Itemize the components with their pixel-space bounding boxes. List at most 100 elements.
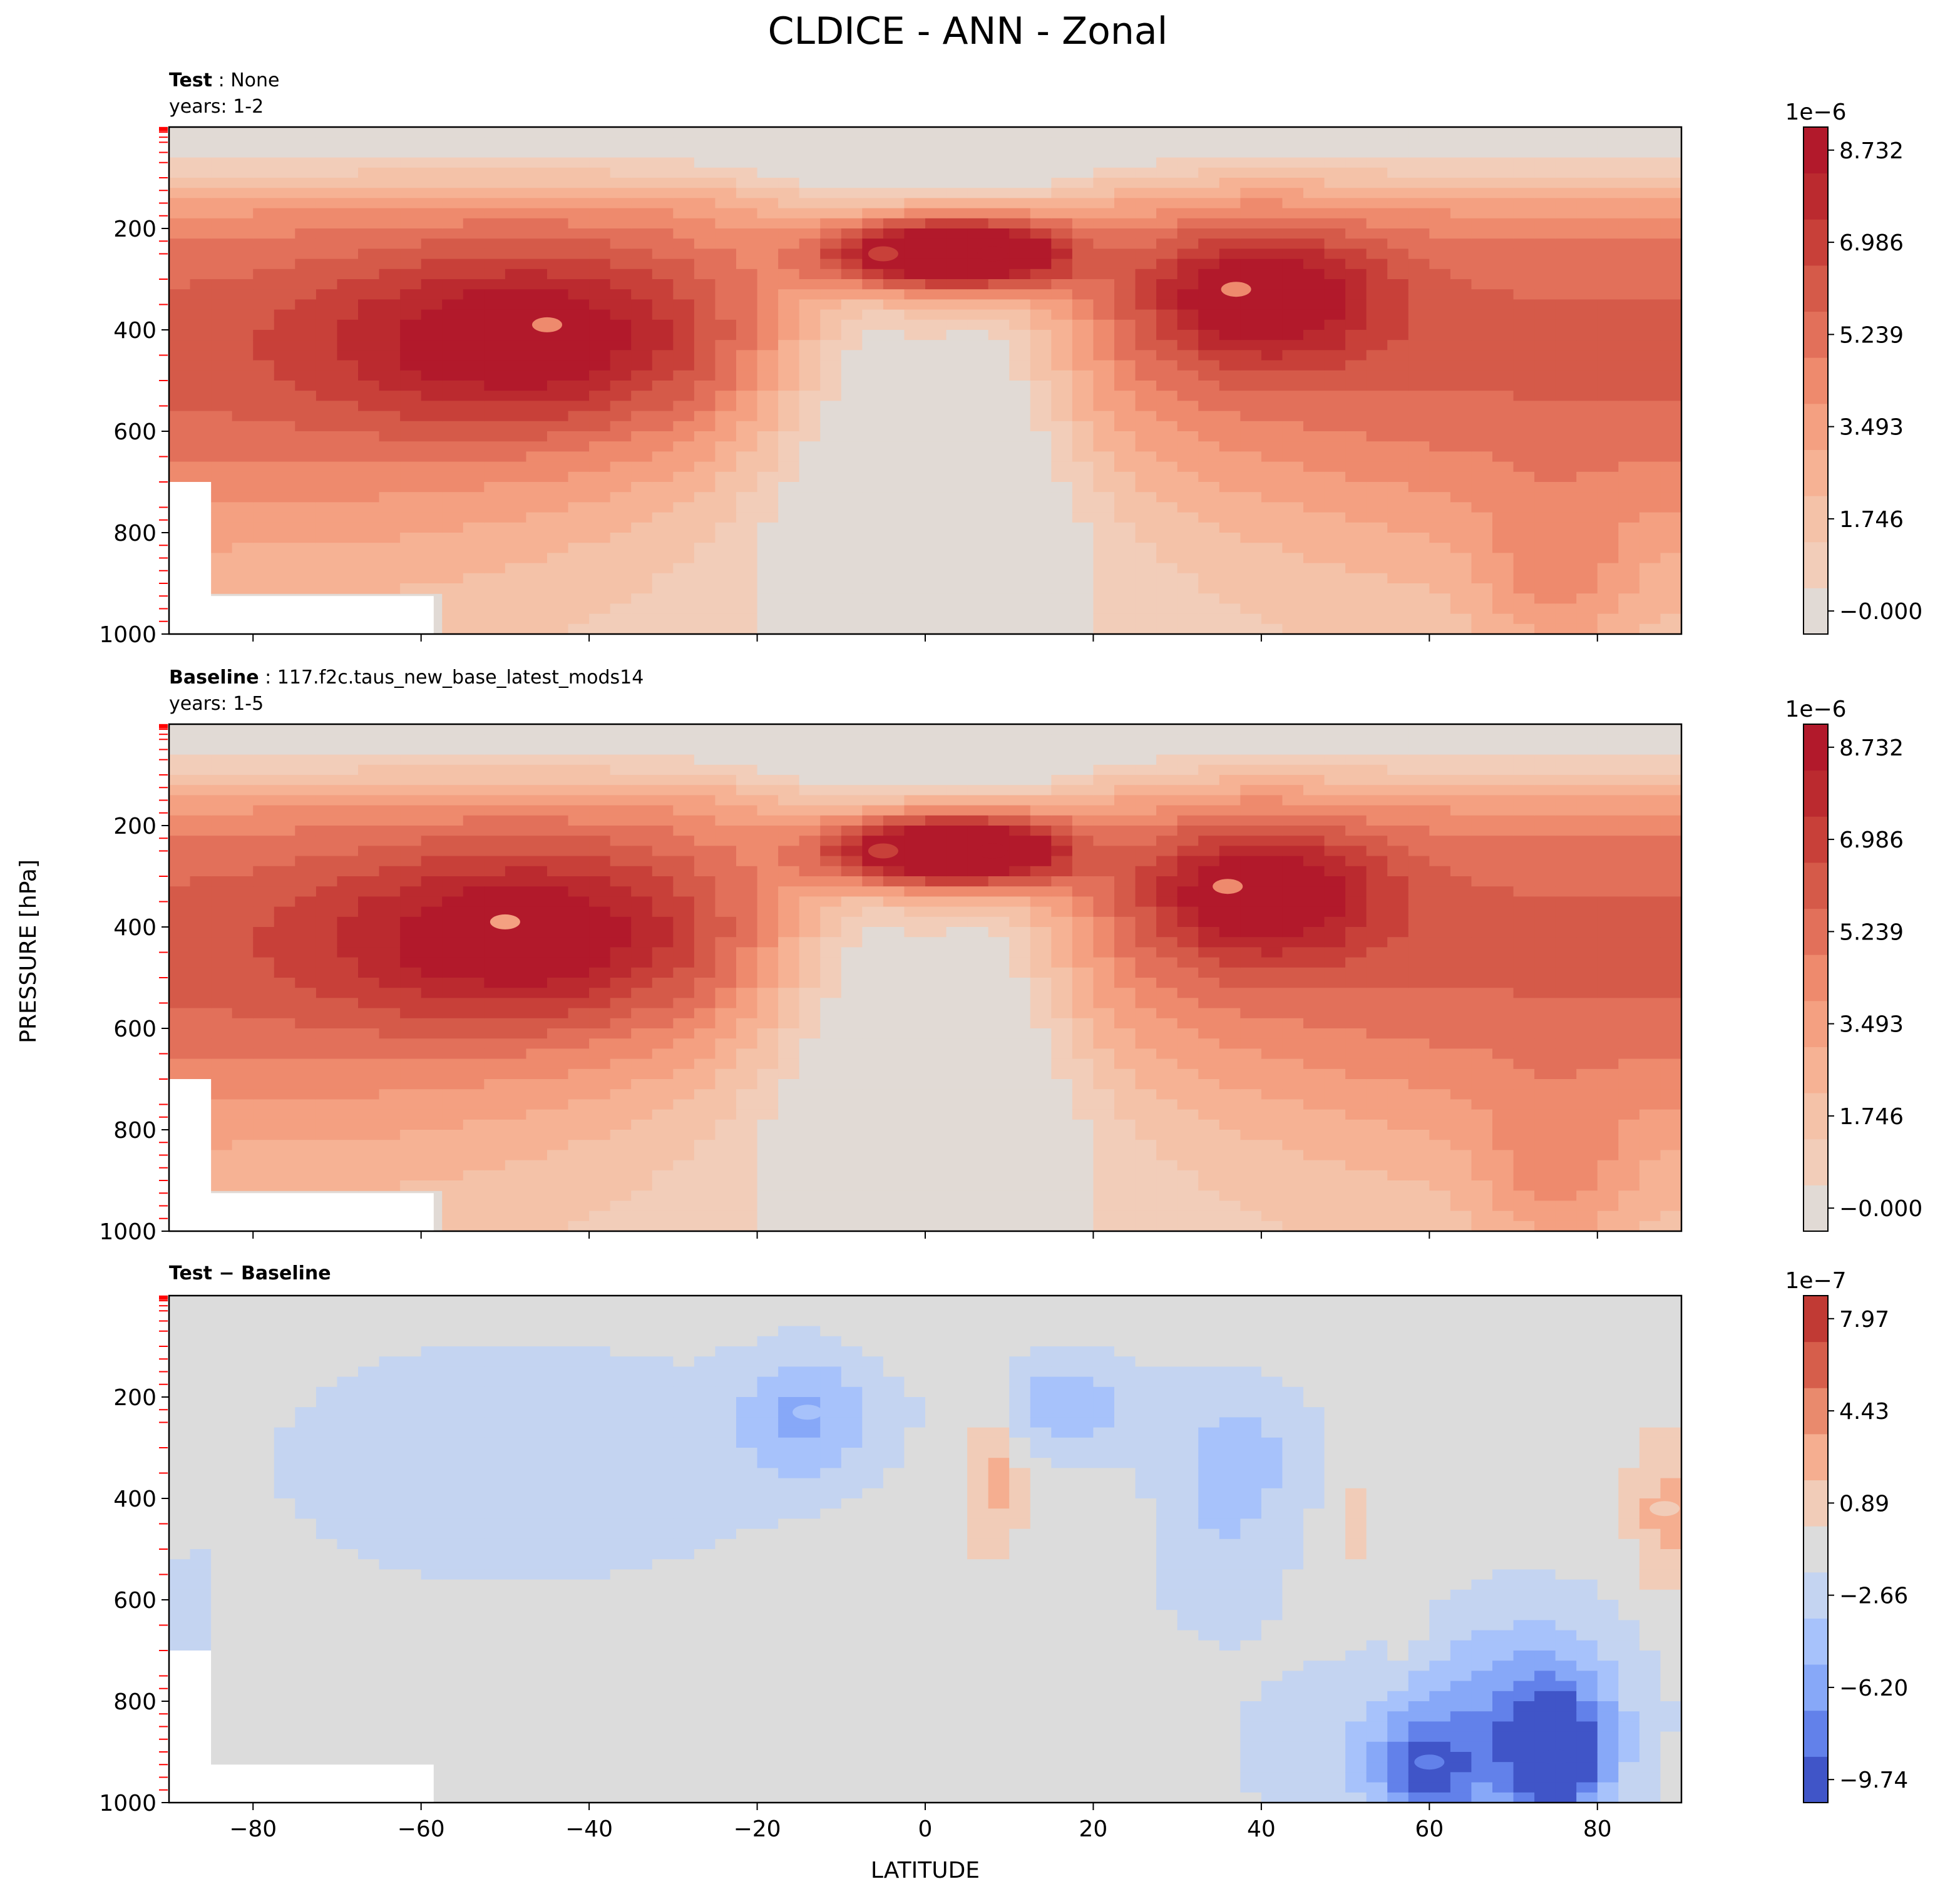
contour-cell [568,937,590,948]
contour-cell [1093,613,1115,625]
contour-cell [526,492,548,503]
contour-cell [757,350,779,361]
y-tick-label: 800 [113,521,156,546]
contour-cell [1471,553,1493,564]
contour-cell [946,482,968,493]
contour-cell [358,167,380,178]
contour-cell [883,613,905,625]
contour-cell [631,178,653,188]
contour-cell [1639,330,1661,340]
contour-cell [316,299,338,310]
contour-cell [232,269,254,280]
contour-cell [379,502,401,513]
contour-cell [610,330,632,340]
contour-cell [1030,299,1052,310]
contour-cell [1093,238,1115,249]
contour-cell [568,1200,590,1212]
contour-cell [1177,188,1199,198]
contour-cell [1051,441,1073,452]
contour-cell [1408,188,1430,198]
contour-cell [1114,533,1136,543]
contour-cell [841,563,863,574]
contour-cell [820,623,842,635]
contour-cell [526,1170,548,1181]
contour-cell [757,157,779,168]
contour-cell [484,1079,506,1090]
contour-cell [715,340,737,351]
contour-cell [190,360,212,371]
contour-cell [526,1089,548,1100]
contour-cell [211,906,233,918]
contour-cell [610,947,632,958]
contour-cell [1345,461,1367,473]
contour-cell [610,805,632,816]
contour-cell [358,370,380,381]
contour-cell [547,381,569,391]
contour-cell [274,461,295,473]
contour-cell [736,512,758,523]
contour-cell [1261,370,1283,381]
contour-cell [1408,533,1430,543]
contour-cell [736,411,758,422]
contour-cell [1597,198,1619,209]
contour-cell [1093,178,1115,188]
contour-cell [736,238,758,249]
contour-cell [421,563,443,574]
contour-cell [547,471,569,483]
contour-cell [400,1099,422,1110]
contour-cell [1219,167,1241,178]
contour-cell [232,1150,254,1161]
contour-cell [526,1119,548,1130]
contour-cell [253,805,275,816]
contour-cell [904,350,926,361]
contour-cell [358,421,380,432]
contour-cell [1639,451,1661,463]
contour-cell [442,846,464,857]
contour-cell [925,613,947,625]
contour-cell [505,1130,527,1140]
contour-cell [484,1150,506,1161]
contour-cell [631,846,653,857]
contour-cell [883,553,905,564]
contour-cell [988,289,1010,300]
contour-cell [715,411,737,422]
contour-cell [799,198,821,209]
contour-cell [421,724,443,735]
contour-cell [421,906,443,918]
contour-cell [841,248,863,260]
contour-cell [379,167,401,178]
contour-cell [1324,208,1346,219]
contour-cell [505,937,527,948]
contour-cell [1072,340,1094,351]
contour-cell [568,826,590,836]
contour-cell [610,167,632,178]
contour-cell [1240,391,1262,401]
contour-cell [610,815,632,826]
contour-cell [1093,289,1115,300]
contour-cell [274,906,295,918]
contour-cell [694,583,716,594]
contour-cell [1282,218,1304,229]
contour-cell [589,258,611,270]
contour-cell [421,218,443,229]
contour-cell [526,370,548,381]
contour-cell [1387,137,1409,148]
contour-cell [862,401,884,412]
contour-cell [631,218,653,229]
contour-cell [652,391,674,401]
contour-cell [484,1119,506,1130]
contour-cell [316,795,338,806]
contour-cell [1261,401,1283,412]
contour-cell [1135,482,1157,493]
contour-cell [736,137,758,148]
contour-cell [820,309,842,320]
contour-cell [799,340,821,351]
contour-cell [862,533,884,543]
contour-cell [442,1221,464,1232]
contour-cell [1303,238,1325,249]
contour-cell [904,248,926,260]
contour-cell [694,1079,716,1090]
contour-cell [1618,482,1640,493]
contour-cell [547,744,569,755]
contour-cell [169,167,191,178]
